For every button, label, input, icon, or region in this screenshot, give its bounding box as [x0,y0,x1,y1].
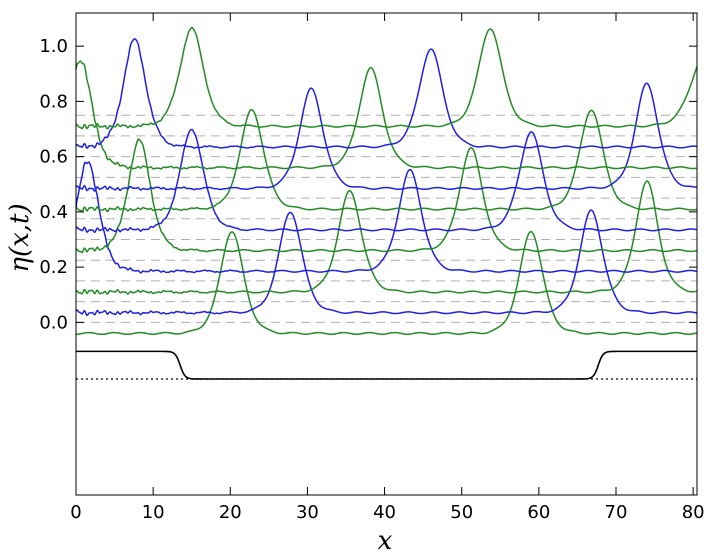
x-axis-ticks: 0 10 20 30 40 50 60 70 80 [70,13,705,523]
y-tick-label: 0.4 [39,202,68,223]
wave-line-green [75,138,698,254]
y-tick-label: 0.6 [39,147,68,168]
y-tick-label: 1.0 [39,36,68,57]
x-tick-label: 30 [296,502,319,523]
wave-line-blue [75,82,698,192]
x-tick-label: 0 [70,502,81,523]
y-axis-label: η(x,t) [5,203,35,272]
bathymetry-line [76,350,697,380]
wave-line-blue [75,161,698,274]
wave-line-blue [75,37,698,150]
bathymetry-profile [76,350,697,380]
baseline-gridlines [76,114,697,323]
x-axis-label: x [378,526,393,556]
wave-line-green [75,60,698,170]
y-tick-label: 0.8 [39,91,68,112]
x-tick-label: 40 [373,502,396,523]
wave-line-green [75,180,698,295]
x-tick-label: 80 [682,502,705,523]
x-tick-label: 70 [605,502,628,523]
plot-frame [75,12,698,496]
wave-line-blue [75,128,698,234]
y-tick-label: 0.0 [39,312,68,333]
wave-line-green [75,26,698,130]
wave-line-green [75,108,698,213]
x-tick-label: 60 [527,502,550,523]
x-tick-label: 10 [142,502,165,523]
wave-line-blue [75,209,698,317]
wave-line-green [75,230,698,335]
y-tick-label: 0.2 [39,257,68,278]
y-axis-ticks: 0.0 0.2 0.4 0.6 0.8 1.0 [39,36,697,333]
x-tick-label: 50 [450,502,473,523]
x-tick-label: 20 [219,502,242,523]
wave-series [75,26,698,335]
